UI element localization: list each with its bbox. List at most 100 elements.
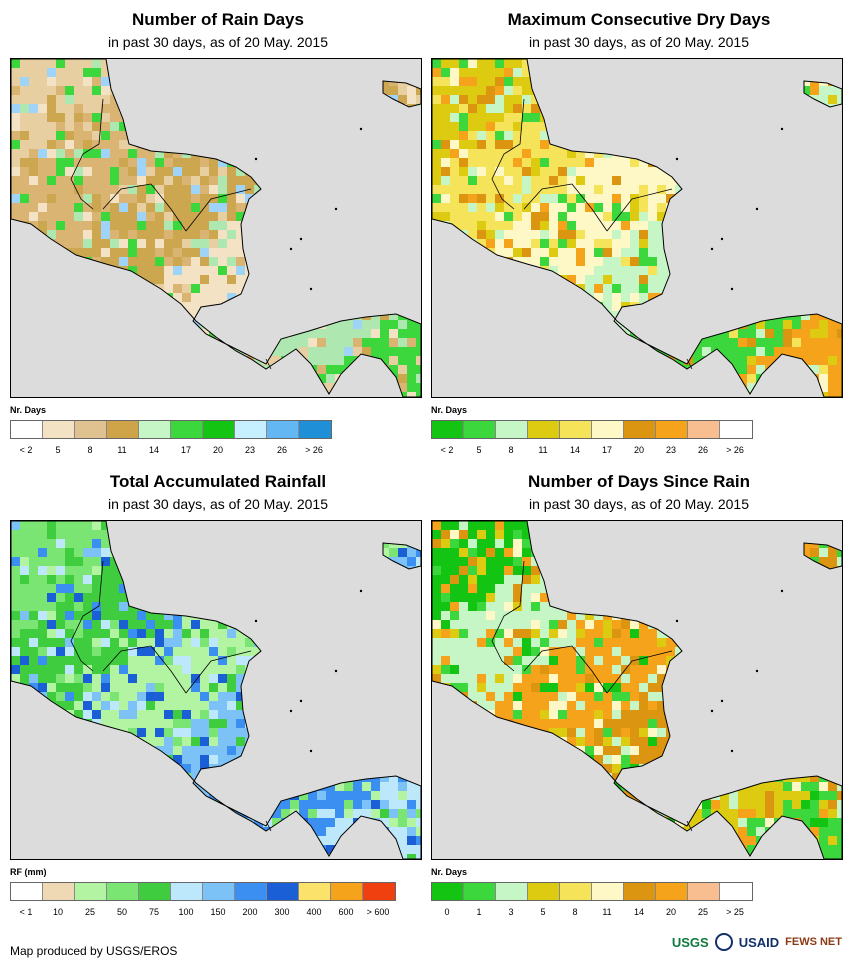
legend-tick-label: 20 xyxy=(633,445,645,455)
legend-swatch-8 xyxy=(267,883,299,900)
legend-tick-label: 11 xyxy=(538,445,548,455)
legend-swatch-8 xyxy=(688,421,720,438)
panel-subtitle: in past 30 days, as of 20 May. 2015 xyxy=(108,34,328,50)
legend-tick-label: 23 xyxy=(665,445,677,455)
legend-title: Nr. Days xyxy=(10,405,47,415)
usgs-logo: USGS xyxy=(671,934,709,950)
small-island xyxy=(254,619,258,623)
legend-tick-label: 11 xyxy=(117,445,127,455)
legend-swatch-1 xyxy=(464,421,496,438)
legend-tick-label: 5 xyxy=(55,445,61,455)
small-island xyxy=(720,699,724,703)
legend-tick-label: 20 xyxy=(665,907,677,917)
panel-rain-days: Number of Rain Days in past 30 days, as … xyxy=(10,0,426,460)
legend-tick-label: > 25 xyxy=(726,907,744,917)
legend-swatch-4 xyxy=(560,883,592,900)
legend-tick-label: 150 xyxy=(210,907,226,917)
country-borders xyxy=(491,98,693,370)
small-island xyxy=(334,669,338,673)
legend-title: Nr. Days xyxy=(431,867,468,877)
legend-tick-label: 75 xyxy=(148,907,160,917)
legend-swatch-2 xyxy=(496,883,528,900)
legend-tick-label: 17 xyxy=(601,445,613,455)
usaid-logo: USAID xyxy=(738,934,780,950)
small-island xyxy=(299,699,303,703)
legend-tick-label: 0 xyxy=(444,907,450,917)
legend-swatch-11 xyxy=(363,883,395,900)
legend-swatch-0 xyxy=(11,883,43,900)
legend-tick-label: > 600 xyxy=(366,907,390,917)
usaid-seal-icon xyxy=(714,933,733,951)
map-frame xyxy=(10,520,422,860)
legend-swatch-9 xyxy=(299,421,331,438)
map-frame xyxy=(10,58,422,398)
panel-total-rainfall: Total Accumulated Rainfall in past 30 da… xyxy=(10,462,426,922)
legend-tick-label: < 1 xyxy=(19,907,33,917)
legend-swatch-6 xyxy=(624,883,656,900)
map-credit: Map produced by USGS/EROS xyxy=(10,944,178,958)
legend-swatch-6 xyxy=(624,421,656,438)
country-borders xyxy=(491,560,693,832)
legend-tick-label: 8 xyxy=(572,907,578,917)
legend-ticks: < 2 5 8 11 14 17 20 23 26 > 26 xyxy=(10,445,350,457)
legend-tick-label: 400 xyxy=(306,907,322,917)
legend-swatch-4 xyxy=(139,421,171,438)
panel-title: Number of Days Since Rain xyxy=(527,472,750,491)
panel-subtitle: in past 30 days, as of 20 May. 2015 xyxy=(108,496,328,512)
land-pixel-grid xyxy=(432,521,842,859)
small-island xyxy=(755,207,759,211)
legend-swatch-7 xyxy=(235,883,267,900)
legend-tick-label: 26 xyxy=(276,445,288,455)
small-island xyxy=(730,287,734,291)
legend-ticks: 0 1 3 5 8 11 14 20 25 > 25 xyxy=(431,907,771,919)
coastline xyxy=(11,521,421,859)
legend-tick-label: 25 xyxy=(84,907,96,917)
coastline xyxy=(432,59,842,397)
legend-tick-label: > 26 xyxy=(305,445,323,455)
legend-tick-label: 14 xyxy=(148,445,160,455)
small-island xyxy=(359,127,363,131)
logo-strip: USGS USAID FEWS NET xyxy=(672,933,842,951)
legend-tick-label: 3 xyxy=(508,907,514,917)
panel-title: Total Accumulated Rainfall xyxy=(109,472,327,491)
panel-subtitle: in past 30 days, as of 20 May. 2015 xyxy=(529,34,749,50)
legend-tick-label: 20 xyxy=(212,445,224,455)
small-island xyxy=(334,207,338,211)
legend-swatch-3 xyxy=(528,421,560,438)
land-pixel-grid xyxy=(432,59,842,397)
legend-tick-label: 8 xyxy=(508,445,514,455)
legend-tick-label: 1 xyxy=(476,907,482,917)
legend-swatch-5 xyxy=(592,421,624,438)
legend xyxy=(431,882,753,901)
legend-tick-label: 600 xyxy=(338,907,354,917)
legend-swatch-1 xyxy=(43,421,75,438)
small-island xyxy=(675,619,679,623)
legend-tick-label: 23 xyxy=(244,445,256,455)
legend-swatch-9 xyxy=(299,883,331,900)
legend-swatch-0 xyxy=(11,421,43,438)
map-frame xyxy=(431,58,843,398)
legend-swatch-3 xyxy=(528,883,560,900)
legend-tick-label: 10 xyxy=(52,907,64,917)
legend-swatch-1 xyxy=(43,883,75,900)
fews-net-logo: FEWS NET xyxy=(785,936,842,948)
legend-swatch-5 xyxy=(171,421,203,438)
small-island xyxy=(254,157,258,161)
legend-swatch-3 xyxy=(107,421,139,438)
legend-swatch-6 xyxy=(203,421,235,438)
legend-tick-label: 26 xyxy=(697,445,709,455)
small-island xyxy=(755,669,759,673)
small-island xyxy=(309,287,313,291)
legend-swatch-7 xyxy=(235,421,267,438)
legend-swatch-6 xyxy=(203,883,235,900)
panel-title: Maximum Consecutive Dry Days xyxy=(507,10,771,29)
legend-swatch-8 xyxy=(267,421,299,438)
legend-swatch-0 xyxy=(432,421,464,438)
coastline xyxy=(11,59,421,397)
legend xyxy=(431,420,753,439)
legend-tick-label: 200 xyxy=(242,907,258,917)
legend-swatch-2 xyxy=(75,421,107,438)
legend-tick-label: > 26 xyxy=(726,445,744,455)
legend-swatch-5 xyxy=(171,883,203,900)
small-island xyxy=(359,589,363,593)
